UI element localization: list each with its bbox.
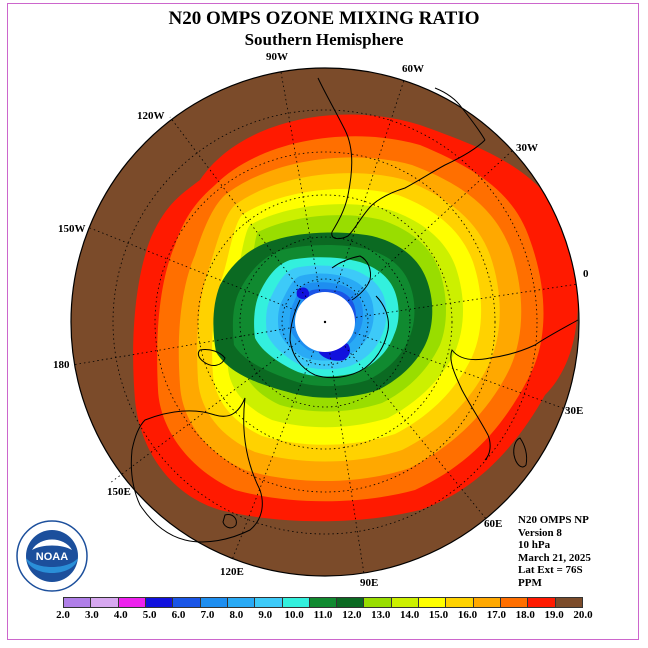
australia — [130, 397, 263, 543]
lon-label-150e: 150E — [107, 486, 131, 498]
colorbar-tick-labels: 2.0 3.0 4.0 5.0 6.0 7.0 8.0 9.0 10.0 11.0 12.0 13.0… — [0, 609, 648, 623]
colorbar-tick-label: 18.0 — [515, 609, 535, 621]
colorbar-swatch — [528, 598, 556, 607]
lon-label-120w: 120W — [137, 110, 165, 122]
colorbar-swatch — [282, 598, 310, 607]
colorbar-tick-label: 2.0 — [56, 609, 70, 621]
colorbar-tick-label: 5.0 — [142, 609, 157, 621]
colorbar-swatch — [118, 598, 146, 607]
africa-south — [450, 319, 579, 461]
lon-label-30e: 30E — [565, 405, 584, 417]
colorbar-swatch — [391, 598, 420, 607]
colorbar-swatch — [446, 598, 474, 607]
colorbar-swatch — [255, 598, 283, 607]
colorbar-swatch — [555, 598, 582, 607]
new-zealand — [197, 349, 226, 366]
colorbar-tick-label: 3.0 — [85, 609, 99, 621]
south-america-coast — [317, 77, 486, 240]
colorbar-swatch — [91, 598, 119, 607]
lon-label-120e: 120E — [220, 566, 244, 578]
antarctic-peninsula — [331, 255, 371, 301]
colorbar-swatch — [501, 598, 529, 607]
colorbar-swatch — [173, 598, 201, 607]
lon-label-150w: 150W — [58, 223, 86, 235]
colorbar-swatch — [200, 598, 228, 607]
madagascar — [513, 437, 528, 468]
colorbar-swatch — [145, 598, 174, 607]
colorbar-swatch — [473, 598, 501, 607]
meridians — [71, 71, 579, 575]
map-subtitle: Southern Hemisphere — [244, 30, 404, 49]
noaa-logo-text: NOAA — [36, 551, 68, 563]
lon-label-90e: 90E — [360, 577, 379, 589]
colorbar-swatch — [227, 598, 256, 607]
colorbar-tick-label: 19.0 — [544, 609, 564, 621]
colorbar-tick-label: 11.0 — [313, 609, 333, 621]
colorbar-tick-label: 9.0 — [258, 609, 273, 621]
colorbar — [63, 597, 583, 608]
lon-label-60e: 60E — [484, 518, 503, 530]
info-panel: N20 OMPS NP Version 8 10 hPa March 21, 2… — [518, 514, 591, 589]
coastlines — [130, 77, 579, 543]
latitude-circles — [112, 109, 538, 535]
antarctica-coast — [289, 295, 389, 379]
info-level: 10 hPa — [518, 539, 551, 551]
map-title: N20 OMPS OZONE MIXING RATIO — [168, 8, 480, 29]
colorbar-swatch — [337, 598, 365, 607]
figure-frame — [7, 3, 639, 640]
pole-marker — [323, 320, 327, 324]
colorbar-tick-label: 13.0 — [371, 609, 391, 621]
lon-label-90w: 90W — [266, 51, 288, 63]
info-version: Version 8 — [518, 526, 562, 539]
info-date: March 21, 2025 — [518, 551, 591, 564]
colorbar-swatch — [64, 598, 92, 607]
colorbar-tick-label: 15.0 — [428, 609, 449, 621]
lon-label-30w: 30W — [516, 142, 538, 154]
lon-label-180: 180 — [53, 359, 70, 371]
colorbar-tick-label: 16.0 — [457, 609, 478, 621]
colorbar-swatch — [364, 598, 392, 607]
noaa-seal-icon: NOAA — [16, 520, 88, 592]
lon-label-60w: 60W — [402, 63, 424, 75]
info-lat-ext: Lat Ext = 76S — [518, 564, 583, 576]
colorbar-tick-label: 4.0 — [113, 609, 128, 621]
info-instrument: N20 OMPS NP — [518, 514, 589, 526]
colorbar-tick-label: 20.0 — [573, 609, 593, 621]
colorbar-tick-label: 12.0 — [342, 609, 362, 621]
noaa-logo: NOAA — [16, 520, 88, 592]
colorbar-tick-label: 6.0 — [171, 609, 186, 621]
colorbar-tick-label: 14.0 — [400, 609, 420, 621]
colorbar-tick-label: 7.0 — [200, 609, 215, 621]
colorbar-swatch — [419, 598, 447, 607]
colorbar-tick-label: 17.0 — [486, 609, 506, 621]
tasmania — [222, 514, 237, 529]
colorbar-tick-label: 10.0 — [284, 609, 304, 621]
colorbar-tick-label: 8.0 — [229, 609, 244, 621]
lon-label-0: 0 — [583, 268, 589, 280]
colorbar-swatch — [309, 598, 338, 607]
info-units: PPM — [518, 576, 542, 589]
map-boundary — [70, 67, 580, 577]
